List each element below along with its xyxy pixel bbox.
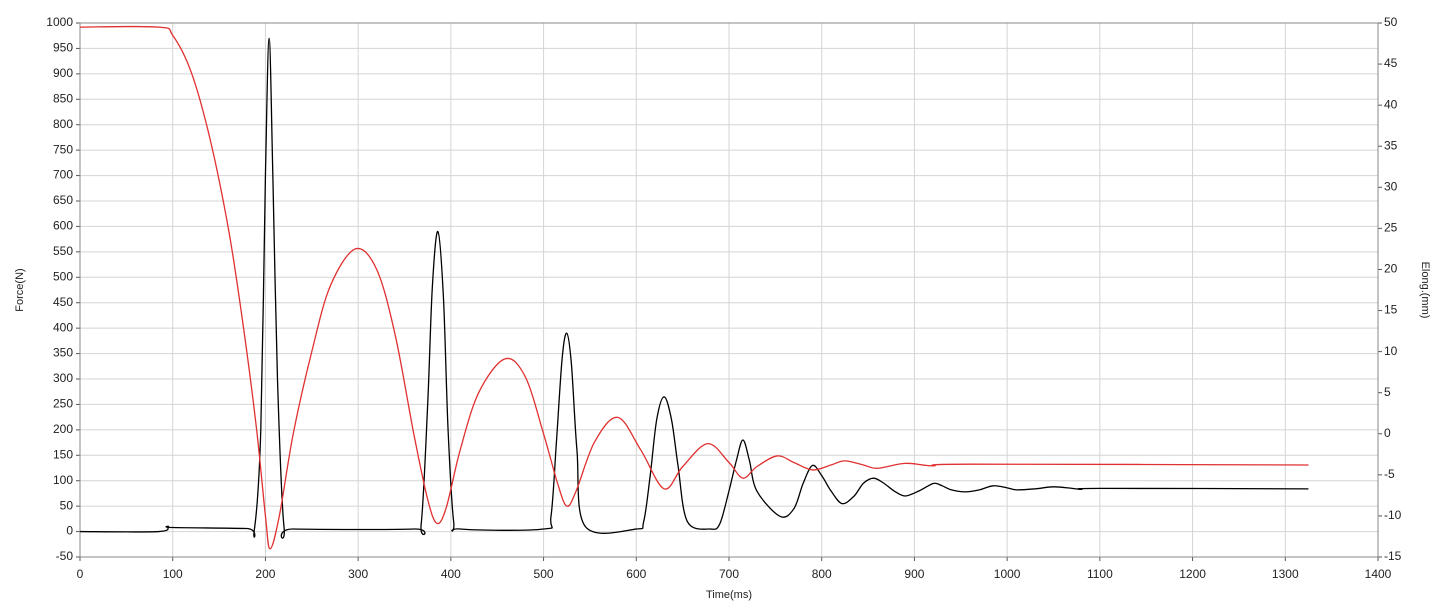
x-tick-label: 700 bbox=[719, 567, 739, 581]
y-tick-label: 700 bbox=[53, 168, 73, 182]
x-tick-label: 1000 bbox=[994, 567, 1021, 581]
x-tick-label: 1200 bbox=[1179, 567, 1206, 581]
data-line bbox=[79, 25, 1309, 550]
y-tick-label: 850 bbox=[53, 91, 73, 105]
x-tick-label: 600 bbox=[626, 567, 646, 581]
y-tick-label: 750 bbox=[53, 142, 73, 156]
y2-axis-title: Elong.(mm) bbox=[1419, 262, 1431, 319]
x-tick-label: 100 bbox=[163, 567, 183, 581]
x-tick-label: 1300 bbox=[1272, 567, 1299, 581]
y-tick-label: 650 bbox=[53, 193, 73, 207]
y-tick-label: 550 bbox=[53, 244, 73, 258]
y-tick-label: 800 bbox=[53, 117, 73, 131]
y2-tick-label: -15 bbox=[1384, 549, 1402, 563]
y2-tick-label: 20 bbox=[1384, 262, 1398, 276]
y-tick-label: 200 bbox=[53, 422, 73, 436]
y2-tick-label: -5 bbox=[1384, 467, 1395, 481]
y2-tick-label: 5 bbox=[1384, 385, 1391, 399]
y-tick-label: 250 bbox=[53, 397, 73, 411]
y2-tick-label: 25 bbox=[1384, 221, 1398, 235]
y2-tick-label: 15 bbox=[1384, 303, 1398, 317]
y-tick-label: 500 bbox=[53, 269, 73, 283]
y2-tick-label: 35 bbox=[1384, 138, 1398, 152]
x-tick-label: 800 bbox=[812, 567, 832, 581]
x-tick-label: 500 bbox=[534, 567, 554, 581]
x-tick-label: 300 bbox=[348, 567, 368, 581]
y-tick-label: 100 bbox=[53, 473, 73, 487]
data-line bbox=[79, 37, 1309, 539]
x-tick-label: 200 bbox=[255, 567, 275, 581]
y2-tick-label: 45 bbox=[1384, 56, 1398, 70]
y-tick-label: 950 bbox=[53, 41, 73, 55]
y2-tick-label: 30 bbox=[1384, 179, 1398, 193]
y-tick-label: 150 bbox=[53, 447, 73, 461]
y2-tick-label: 0 bbox=[1384, 426, 1391, 440]
y2-tick-label: 40 bbox=[1384, 97, 1398, 111]
y2-tick-label: 10 bbox=[1384, 344, 1398, 358]
y2-tick-label: -10 bbox=[1384, 508, 1402, 522]
x-tick-label: 1400 bbox=[1365, 567, 1392, 581]
y-tick-label: -50 bbox=[56, 549, 74, 563]
y2-tick-label: 50 bbox=[1384, 15, 1398, 29]
y-tick-label: 50 bbox=[60, 498, 74, 512]
y-tick-label: 350 bbox=[53, 346, 73, 360]
x-axis-title: Time(ms) bbox=[706, 589, 752, 601]
y-axis-title: Force(N) bbox=[14, 268, 26, 311]
x-tick-label: 1100 bbox=[1087, 567, 1113, 581]
y-tick-label: 300 bbox=[53, 371, 73, 385]
y-tick-label: 900 bbox=[53, 66, 73, 80]
plot-frame bbox=[79, 22, 1379, 558]
x-tick-label: 0 bbox=[77, 567, 84, 581]
y-tick-label: 0 bbox=[66, 524, 73, 538]
x-tick-label: 900 bbox=[904, 567, 924, 581]
y-tick-label: 1000 bbox=[46, 15, 73, 29]
y-tick-label: 450 bbox=[53, 295, 73, 309]
y-tick-label: 600 bbox=[53, 219, 73, 233]
x-tick-label: 400 bbox=[441, 567, 461, 581]
y-tick-label: 400 bbox=[53, 320, 73, 334]
